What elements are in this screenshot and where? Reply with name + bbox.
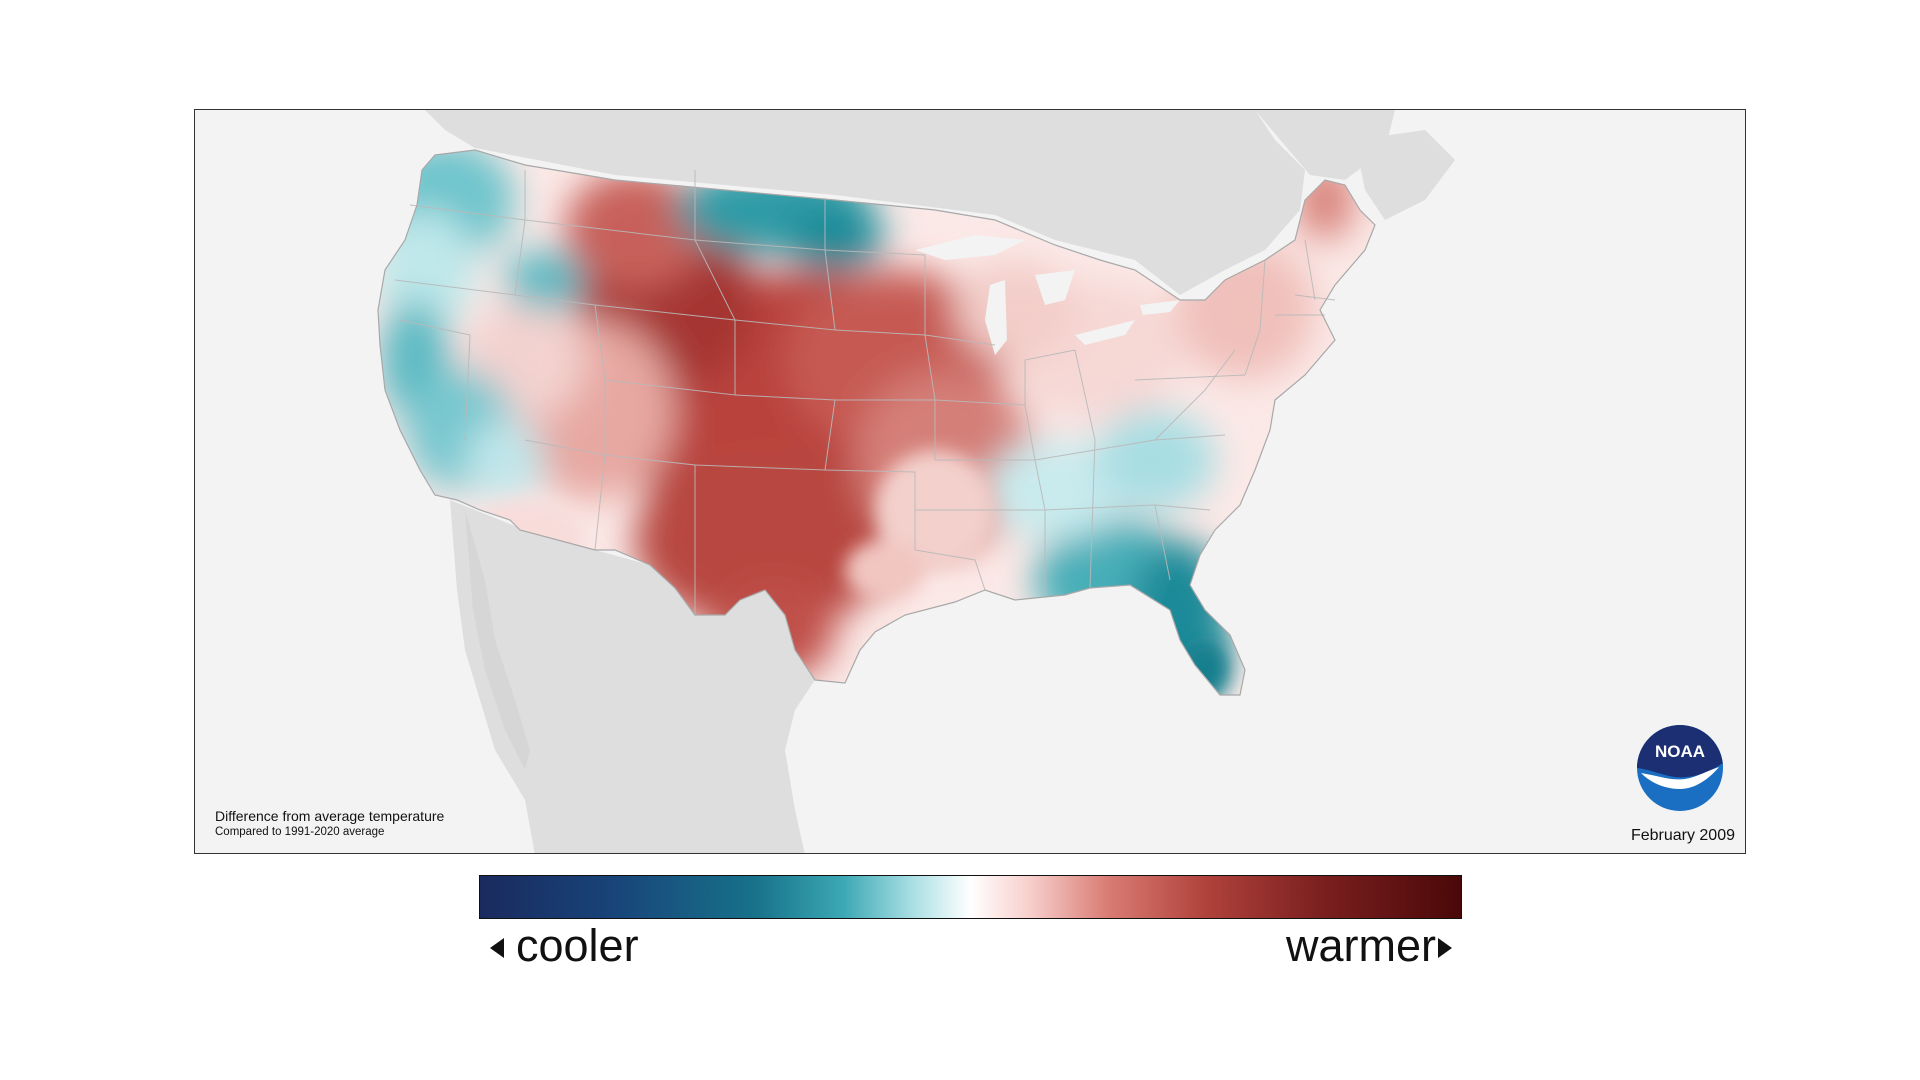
great-lakes xyxy=(915,235,1180,355)
triangle-left-icon xyxy=(490,938,504,958)
map-date: February 2009 xyxy=(1630,827,1735,844)
map-subtitle: Compared to 1991-2020 average xyxy=(215,826,385,838)
state-boundaries xyxy=(394,170,1336,615)
noaa-logo: NOAA xyxy=(1637,725,1723,811)
map-title: Difference from average temperature xyxy=(215,808,445,824)
color-scale-bar xyxy=(479,875,1462,919)
map-frame: NOAA Difference from average temperature… xyxy=(194,109,1746,854)
temperature-anomaly-map xyxy=(377,110,1455,853)
surrounding-land xyxy=(425,110,1455,853)
legend-cooler-label: cooler xyxy=(516,920,639,971)
triangle-right-icon xyxy=(1438,938,1452,958)
map-caption: Difference from average temperature Comp… xyxy=(215,808,444,838)
logo-text: NOAA xyxy=(1655,742,1705,761)
legend-warmer-label: warmer xyxy=(1285,920,1436,971)
